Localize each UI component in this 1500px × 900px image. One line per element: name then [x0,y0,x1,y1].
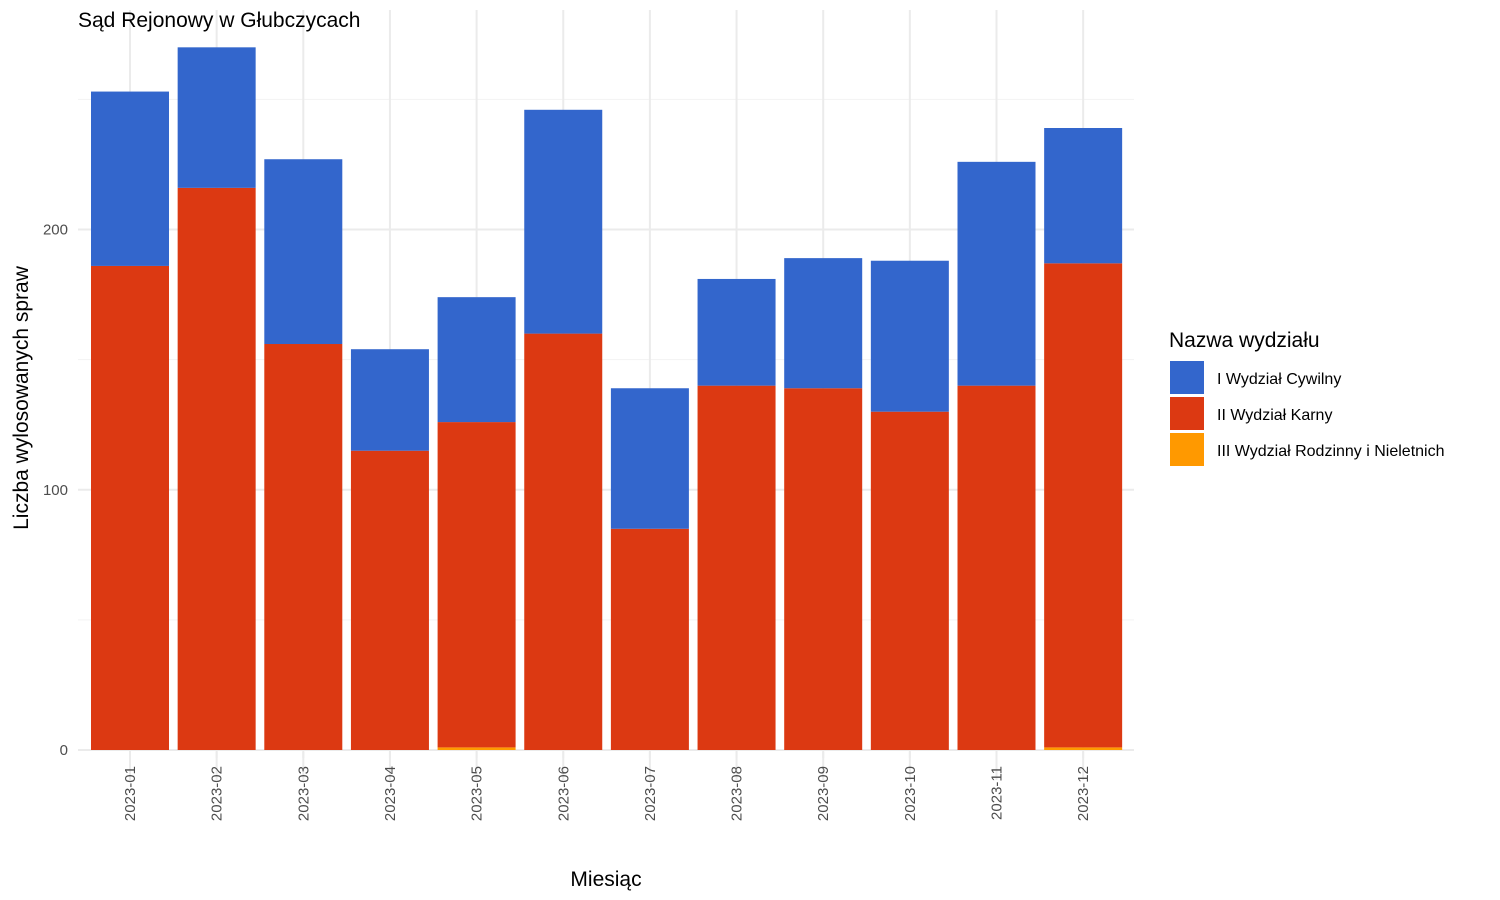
legend-swatch [1170,397,1204,430]
bar-segment [784,258,863,389]
bar-segment [264,344,343,750]
x-tick-label: 2023-04 [382,766,399,821]
y-tick-label: 100 [43,482,68,499]
bar-segment [524,333,603,750]
bar-segment [784,388,863,750]
bar-segment [870,411,949,750]
x-tick-label: 2023-05 [469,766,486,821]
legend-label: II Wydział Karny [1217,407,1332,424]
bar-segment [1044,747,1123,750]
x-axis-title: Miesiąc [570,868,641,891]
bar-segment [437,422,516,748]
bar-segment [177,187,256,751]
bar-segment [957,385,1036,750]
y-tick-label: 200 [43,222,68,239]
chart-title: Sąd Rejonowy w Głubczycach [78,9,360,32]
legend-label: I Wydział Cywilny [1217,371,1341,388]
x-tick-label: 2023-08 [729,766,746,821]
bar-segment [350,450,429,750]
x-tick-label: 2023-11 [989,766,1006,820]
legend-swatch [1170,361,1204,394]
bar-segment [957,161,1036,386]
bar-segment [524,109,603,334]
bar-segment [177,47,256,188]
x-tick-label: 2023-02 [209,766,226,821]
bar-segment [91,265,169,750]
legend-title: Nazwa wydziału [1169,329,1320,352]
bar-segment [870,260,949,412]
bar-segment [697,385,776,750]
bar-segment [437,297,516,423]
x-tick-label: 2023-09 [815,766,832,821]
bar-segment [91,91,169,266]
x-tick-label: 2023-06 [555,766,572,821]
legend: Nazwa wydziału I Wydział Cywilny II Wydzi… [1169,329,1445,466]
x-tick-label: 2023-12 [1075,766,1092,821]
y-axis-title: Liczba wylosowanych spraw [10,265,33,530]
x-tick-label: 2023-10 [902,766,919,821]
legend-swatch [1170,433,1204,466]
bar-segment [1044,128,1123,264]
y-tick-label: 0 [60,742,68,759]
bar-segment [1044,263,1123,748]
bar-segment [610,528,689,750]
y-axis-ticks: 0 100 200 [43,222,68,760]
bar-segment [264,159,343,345]
legend-label: III Wydział Rodzinny i Nieletnich [1217,443,1445,460]
x-tick-label: 2023-01 [122,766,139,821]
bar-segment [697,278,776,386]
bar-segment [610,388,689,529]
bar-segment [350,349,429,451]
x-axis-ticks: 2023-01 2023-02 2023-03 2023-04 2023-05 2023-… [122,752,1092,821]
bars [91,47,1123,751]
x-tick-label: 2023-07 [642,766,659,821]
x-tick-label: 2023-03 [295,766,312,821]
bar-segment [437,747,516,750]
